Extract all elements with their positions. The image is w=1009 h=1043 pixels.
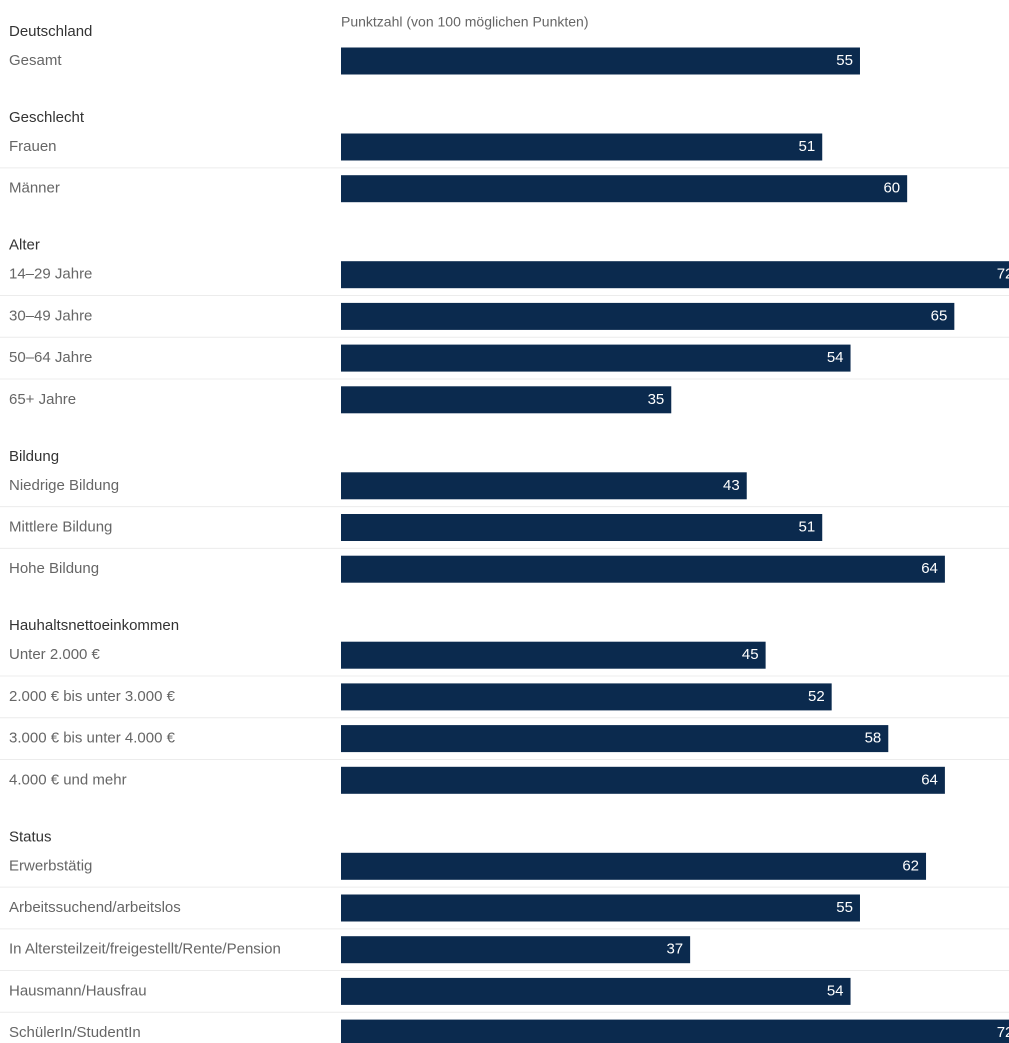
bar [341, 472, 747, 500]
category-label: 30–49 Jahre [9, 307, 92, 324]
category-label: Frauen [9, 138, 57, 155]
group-title: Deutschland [9, 23, 92, 40]
bar [341, 641, 766, 669]
category-label: 3.000 € bis unter 4.000 € [9, 730, 176, 747]
value-label: 72 [997, 1024, 1009, 1041]
bar [341, 133, 823, 161]
bar [341, 683, 832, 711]
value-label: 72 [997, 266, 1009, 283]
value-label: 60 [883, 180, 900, 197]
category-label: 50–64 Jahre [9, 349, 92, 366]
category-label: Hohe Bildung [9, 560, 99, 577]
category-label: 4.000 € und mehr [9, 771, 127, 788]
category-label: 14–29 Jahre [9, 266, 92, 283]
bar [341, 514, 823, 541]
bar [341, 344, 851, 372]
bar [341, 47, 860, 75]
value-label: 51 [799, 518, 816, 535]
value-label: 64 [921, 560, 938, 577]
value-label: 43 [723, 477, 740, 494]
value-label: 62 [902, 857, 919, 874]
category-label: Erwerbstätig [9, 857, 92, 874]
group-title: Geschlecht [9, 109, 85, 126]
category-label: Gesamt [9, 52, 62, 69]
value-label: 65 [931, 307, 948, 324]
value-label: 45 [742, 646, 759, 663]
value-label: 52 [808, 688, 825, 705]
category-label: Männer [9, 180, 60, 197]
category-label: 2.000 € bis unter 3.000 € [9, 688, 176, 705]
value-label: 55 [836, 52, 853, 69]
bar [341, 555, 945, 583]
axis-label: Punktzahl (von 100 möglichen Punkten) [341, 14, 588, 30]
group-title: Bildung [9, 448, 59, 465]
bar [341, 852, 927, 880]
bar [341, 386, 672, 414]
bar [341, 977, 851, 1005]
category-label: SchülerIn/StudentIn [9, 1024, 141, 1041]
bar [341, 725, 889, 753]
category-label: Hausmann/Hausfrau [9, 982, 147, 999]
value-label: 54 [827, 349, 844, 366]
bar [341, 302, 955, 330]
bar [341, 1019, 1009, 1043]
bar [341, 766, 945, 794]
value-label: 35 [648, 391, 665, 408]
category-label: 65+ Jahre [9, 391, 76, 408]
category-label: In Altersteilzeit/freigestellt/Rente/Pen… [9, 941, 281, 958]
bar [341, 894, 860, 922]
value-label: 37 [666, 941, 683, 958]
group-title: Alter [9, 237, 40, 254]
bar [341, 261, 1009, 289]
group-title: Hauhaltsnettoeinkommen [9, 617, 179, 634]
value-label: 51 [799, 138, 816, 155]
value-label: 55 [836, 899, 853, 916]
category-label: Niedrige Bildung [9, 477, 119, 494]
bar [341, 936, 691, 964]
bar [341, 175, 908, 203]
category-label: Unter 2.000 € [9, 646, 101, 663]
group-title: Status [9, 828, 52, 845]
value-label: 58 [865, 730, 882, 747]
value-label: 54 [827, 982, 844, 999]
category-label: Mittlere Bildung [9, 518, 112, 535]
value-label: 64 [921, 771, 938, 788]
category-label: Arbeitssuchend/arbeitslos [9, 899, 181, 916]
